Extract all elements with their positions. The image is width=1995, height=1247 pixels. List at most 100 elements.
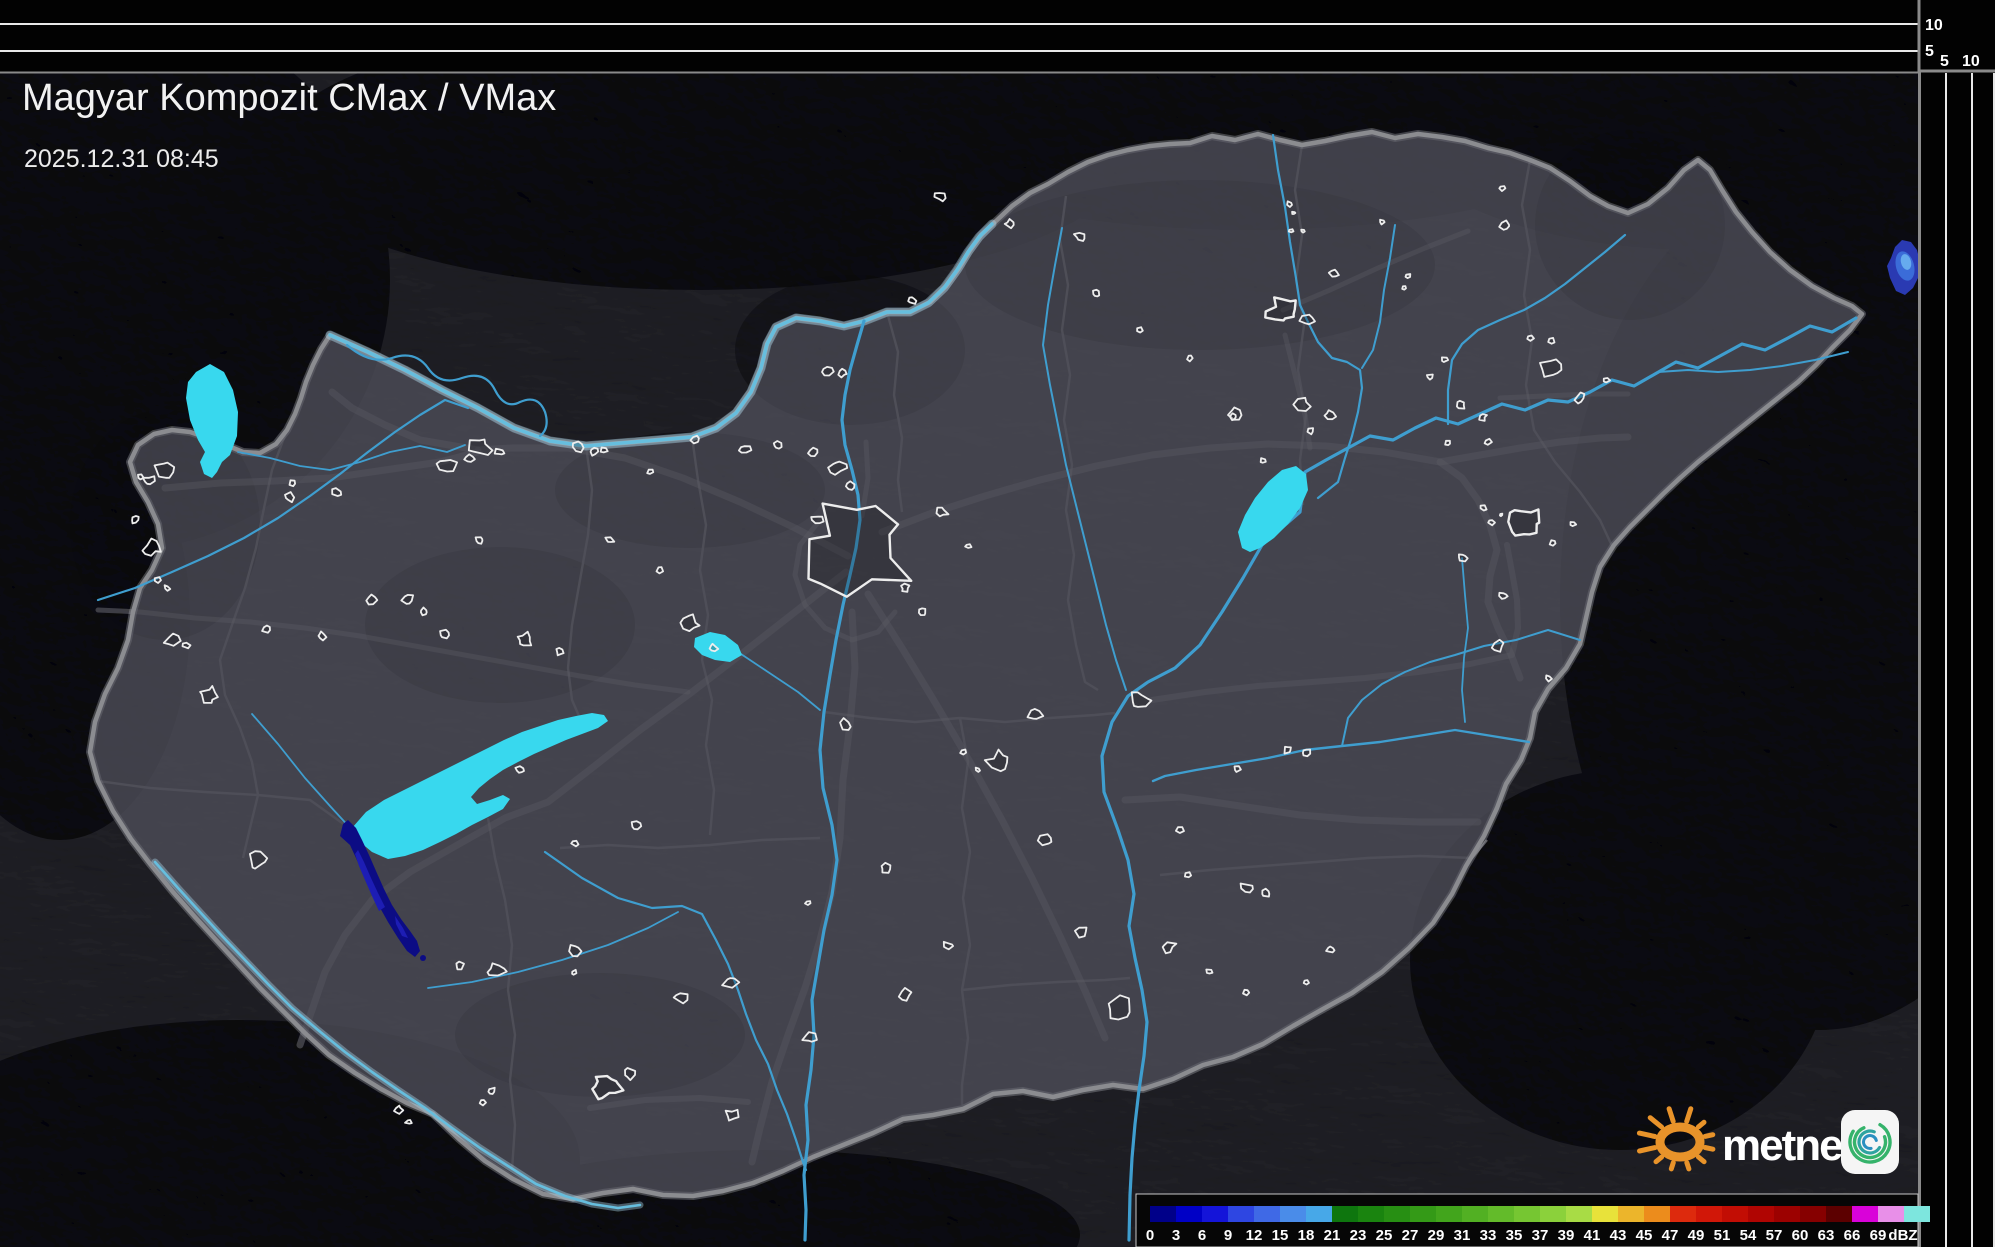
town-outline xyxy=(630,820,643,831)
town-outline xyxy=(1291,210,1297,215)
town-outline xyxy=(1229,412,1237,422)
town-outline xyxy=(153,576,162,584)
side-axis-label-10: 10 xyxy=(1962,53,1980,70)
town-outline xyxy=(983,748,1009,773)
echo-navy-core-2 xyxy=(395,916,408,938)
town-outline xyxy=(604,536,616,543)
town-outline xyxy=(1456,399,1466,410)
dbz-boundary-label: 45 xyxy=(1636,1227,1653,1244)
river-tisza xyxy=(1100,316,1858,1242)
dbz-color-cell xyxy=(1722,1206,1748,1222)
town-outline xyxy=(1239,882,1254,894)
town-outline xyxy=(474,536,484,545)
town-outline xyxy=(1298,313,1316,326)
dbz-color-cell xyxy=(1436,1206,1462,1222)
town-outline xyxy=(839,717,852,731)
dbz-color-cell xyxy=(1176,1206,1202,1222)
town-outline xyxy=(821,366,835,377)
town-outline xyxy=(1498,219,1510,231)
dbz-color-cell xyxy=(1852,1206,1878,1222)
town-outline xyxy=(942,940,954,951)
dbz-boundary-label: 9 xyxy=(1224,1227,1232,1244)
town-outline xyxy=(845,480,856,491)
dbz-boundary-label: 41 xyxy=(1584,1227,1601,1244)
town-outline xyxy=(935,506,950,518)
town-outline xyxy=(261,624,271,634)
dbz-color-cell xyxy=(1514,1206,1540,1222)
radar-echo-eastern-edge xyxy=(1887,240,1919,295)
town-outline xyxy=(724,1108,740,1122)
town-outline xyxy=(1261,887,1271,898)
town-outline xyxy=(288,479,296,488)
town-outline xyxy=(624,1067,637,1081)
town-outline xyxy=(1444,439,1451,446)
town-outline xyxy=(672,992,689,1005)
town-outline xyxy=(1499,512,1504,518)
dbz-boundary-label: 37 xyxy=(1532,1227,1549,1244)
dbz-colorbar xyxy=(1150,1206,1930,1222)
dbz-color-cell xyxy=(1358,1206,1384,1222)
town-outline xyxy=(959,748,967,756)
town-outline xyxy=(1573,391,1586,405)
dbz-color-cell xyxy=(1462,1206,1488,1222)
town-outline xyxy=(455,960,465,971)
town-outline xyxy=(1306,427,1314,436)
dbz-boundary-label: 29 xyxy=(1428,1227,1445,1244)
town-outline xyxy=(1441,356,1449,363)
dbz-color-cell xyxy=(1670,1206,1696,1222)
lake-tisza xyxy=(1238,466,1308,552)
sun-ring xyxy=(1655,1122,1705,1162)
town-outline xyxy=(1602,377,1611,384)
town-outline xyxy=(1379,218,1386,226)
town-outline xyxy=(827,460,849,476)
town-outline xyxy=(1286,200,1293,208)
river-zagyva xyxy=(1042,227,1127,691)
town-outline xyxy=(331,487,343,497)
town-outline xyxy=(1107,994,1131,1021)
town-outline xyxy=(400,594,414,605)
dbz-boundary-label: 39 xyxy=(1558,1227,1575,1244)
dbz-boundary-label: 60 xyxy=(1792,1227,1809,1244)
sun-ray xyxy=(1647,1115,1665,1130)
town-outline xyxy=(655,566,664,575)
town-outline xyxy=(420,606,428,617)
outside-country-shade xyxy=(0,60,1919,1247)
town-outline xyxy=(1548,539,1557,547)
town-outline xyxy=(1545,674,1553,683)
town-outline xyxy=(900,582,911,593)
town-outline xyxy=(486,962,508,977)
town-outline xyxy=(162,632,182,647)
town-outline xyxy=(249,850,269,870)
river-raba xyxy=(96,398,470,602)
top-axis-label-5: 5 xyxy=(1925,43,1934,60)
town-outline xyxy=(721,977,741,989)
dbz-boundary-label: 18 xyxy=(1298,1227,1315,1244)
dbz-color-cell xyxy=(1644,1206,1670,1222)
town-outline xyxy=(153,461,176,479)
sun-ray xyxy=(1666,1106,1676,1124)
town-outline xyxy=(591,1074,625,1101)
sun-ray xyxy=(1684,1106,1694,1124)
dbz-color-cell xyxy=(1904,1206,1930,1222)
dbz-boundary-label: 43 xyxy=(1610,1227,1627,1244)
town-outline xyxy=(807,502,913,598)
lake-ferto xyxy=(186,364,238,478)
radar-echoes xyxy=(340,240,1919,961)
town-outline xyxy=(897,987,913,1002)
town-outline xyxy=(974,766,981,773)
town-outline xyxy=(137,473,145,481)
dbz-color-cell xyxy=(1540,1206,1566,1222)
town-outline xyxy=(1283,745,1292,755)
lake-balaton xyxy=(352,713,608,859)
dbz-color-cell xyxy=(1748,1206,1774,1222)
town-outline xyxy=(1130,691,1153,708)
town-outline xyxy=(804,900,812,906)
town-outline xyxy=(679,613,701,632)
sun-ray xyxy=(1702,1145,1716,1152)
dbz-color-cell xyxy=(1254,1206,1280,1222)
dbz-boundary-label: 57 xyxy=(1766,1227,1783,1244)
town-outline xyxy=(141,475,156,486)
right-panel-bg xyxy=(1921,73,1995,1247)
dbz-color-cell xyxy=(1696,1206,1722,1222)
